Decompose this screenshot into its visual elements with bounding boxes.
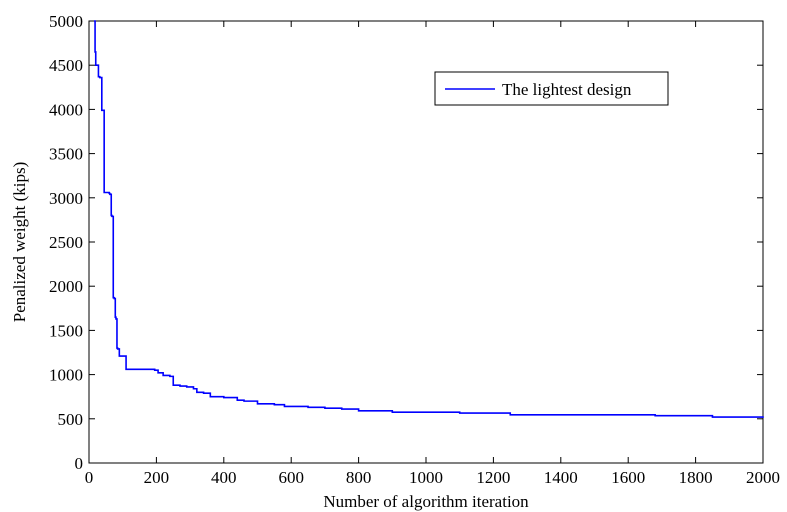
y-tick-label: 0 [75,454,84,473]
x-tick-labels: 0 200 400 600 800 1000 1200 1400 1600 1800 2000 [85,468,780,487]
x-tick-label: 1200 [476,468,510,487]
y-tick-label: 4500 [49,56,83,75]
legend: The lightest design [434,71,669,106]
x-tick-label: 200 [144,468,170,487]
y-tick-label: 1500 [49,321,83,340]
series-line-lightest-design [94,20,764,418]
x-tick-label: 1000 [409,468,443,487]
y-tick-label: 3000 [49,189,83,208]
y-tick-labels: 0 500 1000 1500 2000 2500 3000 3500 4000 4500 5000 [49,12,83,473]
x-tick-label: 600 [278,468,304,487]
tick-marks [88,20,764,464]
x-tick-label: 1600 [611,468,645,487]
y-tick-label: 3500 [49,145,83,164]
y-tick-label: 500 [58,410,84,429]
legend-label: The lightest design [502,80,632,99]
x-tick-label: 2000 [746,468,780,487]
x-axis-label: Number of algorithm iteration [323,492,529,511]
x-tick-label: 0 [85,468,94,487]
y-tick-label: 4000 [49,100,83,119]
y-tick-label: 1000 [49,366,83,385]
x-tick-label: 400 [211,468,237,487]
y-axis-label: Penalized weight (kips) [10,162,29,323]
x-tick-label: 1400 [544,468,578,487]
x-tick-label: 1800 [679,468,713,487]
x-tick-label: 800 [346,468,372,487]
y-tick-label: 2000 [49,277,83,296]
y-tick-label: 5000 [49,12,83,31]
y-tick-label: 2500 [49,233,83,252]
